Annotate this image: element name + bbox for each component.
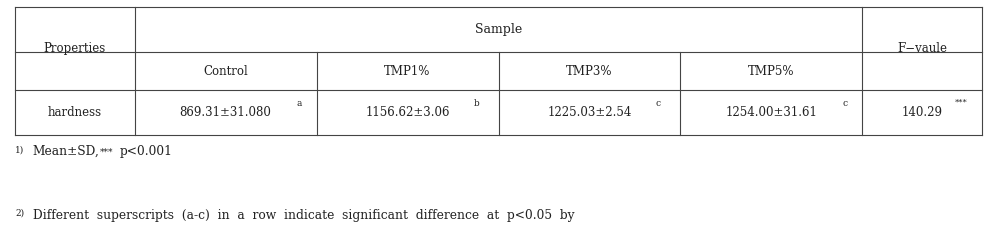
Text: F−vaule: F−vaule — [897, 42, 947, 55]
Text: b: b — [474, 99, 480, 108]
Text: hardness: hardness — [48, 106, 102, 119]
Text: c: c — [655, 99, 660, 108]
Text: 1254.00±31.61: 1254.00±31.61 — [726, 106, 818, 119]
Text: a: a — [297, 99, 302, 108]
Text: ***: *** — [100, 148, 114, 157]
Text: Sample: Sample — [475, 23, 522, 36]
Text: p<0.001: p<0.001 — [120, 145, 172, 158]
Text: 1156.62±3.06: 1156.62±3.06 — [365, 106, 450, 119]
Text: Control: Control — [203, 65, 248, 78]
Text: Mean±SD,: Mean±SD, — [33, 145, 100, 158]
Text: c: c — [842, 99, 847, 108]
Text: Properties: Properties — [44, 42, 106, 55]
Text: 140.29: 140.29 — [901, 106, 943, 119]
Text: 869.31±31.080: 869.31±31.080 — [179, 106, 271, 119]
Text: 2): 2) — [15, 209, 24, 218]
Text: TMP1%: TMP1% — [384, 65, 431, 78]
Text: 1): 1) — [15, 145, 24, 154]
Text: Different  superscripts  (a-c)  in  a  row  indicate  significant  difference  a: Different superscripts (a-c) in a row in… — [33, 209, 574, 222]
Text: TMP3%: TMP3% — [566, 65, 613, 78]
Text: TMP5%: TMP5% — [748, 65, 795, 78]
Text: ***: *** — [955, 99, 968, 107]
Text: 1225.03±2.54: 1225.03±2.54 — [547, 106, 632, 119]
